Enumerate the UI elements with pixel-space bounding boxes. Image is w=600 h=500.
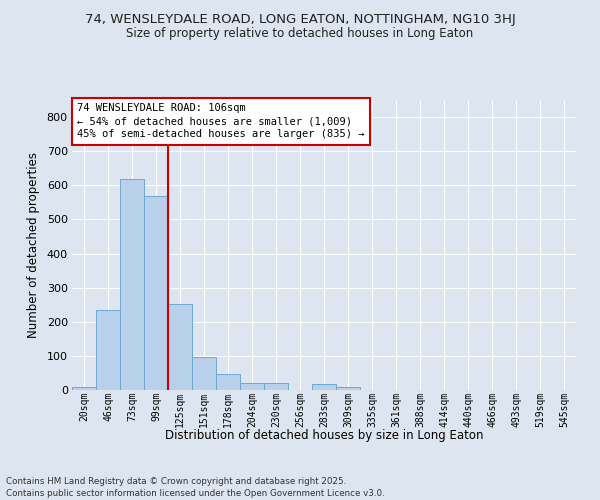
- Bar: [96, 310, 120, 390]
- Bar: [72, 386, 96, 390]
- Bar: [336, 386, 360, 390]
- Bar: [192, 356, 216, 390]
- Text: Contains HM Land Registry data © Crown copyright and database right 2025.
Contai: Contains HM Land Registry data © Crown c…: [6, 476, 385, 498]
- Bar: [240, 383, 264, 390]
- Text: Size of property relative to detached houses in Long Eaton: Size of property relative to detached ho…: [127, 28, 473, 40]
- Bar: [216, 374, 240, 390]
- Y-axis label: Number of detached properties: Number of detached properties: [27, 152, 40, 338]
- Text: 74, WENSLEYDALE ROAD, LONG EATON, NOTTINGHAM, NG10 3HJ: 74, WENSLEYDALE ROAD, LONG EATON, NOTTIN…: [85, 12, 515, 26]
- Bar: [120, 179, 144, 390]
- Text: 74 WENSLEYDALE ROAD: 106sqm
← 54% of detached houses are smaller (1,009)
45% of : 74 WENSLEYDALE ROAD: 106sqm ← 54% of det…: [77, 103, 365, 140]
- Bar: [168, 304, 192, 390]
- Bar: [312, 384, 336, 390]
- X-axis label: Distribution of detached houses by size in Long Eaton: Distribution of detached houses by size …: [165, 430, 483, 442]
- Bar: [264, 383, 288, 390]
- Bar: [144, 196, 168, 390]
